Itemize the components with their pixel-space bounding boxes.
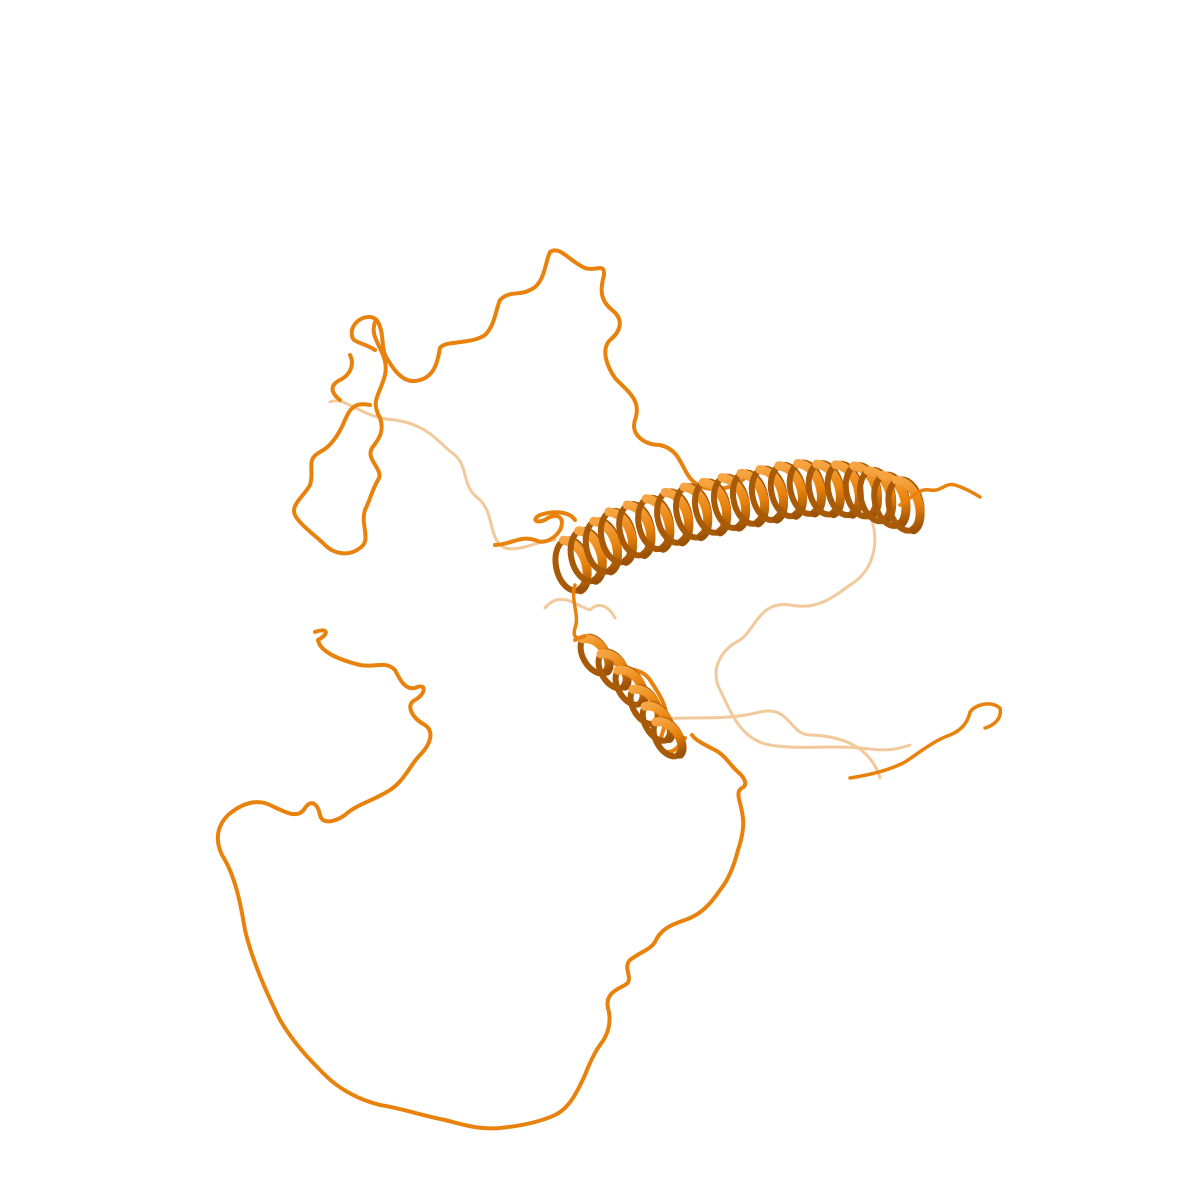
helix-turn-front bbox=[717, 473, 751, 532]
faded-coil-right bbox=[714, 513, 912, 752]
helix-turn-front bbox=[698, 477, 732, 537]
coil-upper-left-loop bbox=[349, 248, 747, 491]
coil-right-lower-tail bbox=[848, 702, 1003, 780]
coil-upper-left-strands bbox=[292, 320, 388, 556]
lower-coil bbox=[215, 628, 748, 1131]
helix-turn-front bbox=[736, 468, 770, 528]
coil-right-tail bbox=[898, 482, 982, 507]
faded-coil-lower bbox=[658, 709, 882, 780]
coil-segments bbox=[292, 248, 747, 556]
faded-coil-left bbox=[328, 399, 557, 551]
main-helix-turns bbox=[552, 458, 925, 595]
coil-small-hook bbox=[330, 353, 354, 402]
helix-turn-front bbox=[651, 717, 687, 759]
coil-helix-exit bbox=[571, 583, 587, 640]
background-coils bbox=[328, 399, 912, 780]
helix-turn-front bbox=[891, 475, 925, 535]
helix-turn-front bbox=[622, 500, 656, 560]
main-helix bbox=[552, 458, 925, 595]
small-helix-turns bbox=[577, 633, 687, 760]
coil-helix-entry bbox=[493, 510, 577, 547]
right-tail-coils bbox=[571, 482, 1003, 780]
helix-turn-front bbox=[877, 470, 911, 530]
helix-turn-front bbox=[604, 507, 638, 566]
helix-turn-front bbox=[613, 665, 649, 708]
coil-lower-long-loop bbox=[215, 628, 748, 1131]
small-helix bbox=[573, 633, 687, 760]
faded-coil-center bbox=[543, 597, 617, 620]
helix-turn-front bbox=[679, 482, 713, 542]
helix-turn-front bbox=[641, 494, 675, 553]
helix-turn-front bbox=[755, 465, 789, 524]
helix-turn-front bbox=[660, 487, 694, 547]
